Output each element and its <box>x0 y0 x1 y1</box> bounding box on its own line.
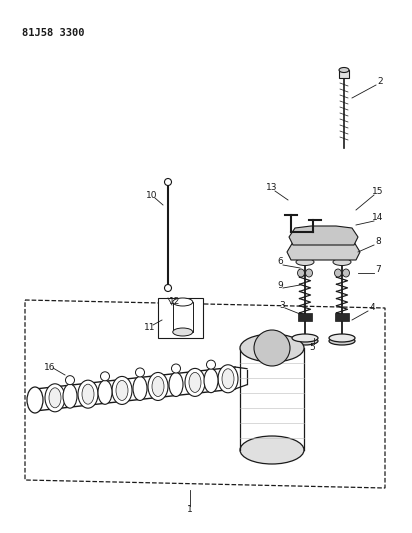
Text: 10: 10 <box>146 190 158 199</box>
Text: 3: 3 <box>279 301 285 310</box>
Ellipse shape <box>342 269 349 277</box>
Ellipse shape <box>292 337 318 345</box>
Ellipse shape <box>206 360 215 369</box>
Ellipse shape <box>66 376 75 385</box>
Text: 81J58 3300: 81J58 3300 <box>22 28 84 38</box>
Ellipse shape <box>329 334 355 342</box>
Ellipse shape <box>329 337 355 345</box>
Text: 2: 2 <box>377 77 383 86</box>
Circle shape <box>164 179 171 185</box>
Ellipse shape <box>45 384 65 412</box>
Bar <box>158 298 203 338</box>
Ellipse shape <box>335 251 349 257</box>
Ellipse shape <box>292 334 318 342</box>
Ellipse shape <box>306 269 312 277</box>
Text: 13: 13 <box>266 183 278 192</box>
Ellipse shape <box>116 381 128 400</box>
Ellipse shape <box>296 259 314 265</box>
Ellipse shape <box>171 364 180 373</box>
Text: 12: 12 <box>169 297 181 306</box>
Ellipse shape <box>222 369 234 389</box>
Bar <box>173 302 193 332</box>
Ellipse shape <box>133 376 147 400</box>
Text: 4: 4 <box>369 303 375 312</box>
Text: 7: 7 <box>375 265 381 274</box>
Ellipse shape <box>98 381 112 405</box>
Ellipse shape <box>173 328 193 336</box>
Ellipse shape <box>204 369 218 393</box>
Text: 14: 14 <box>372 214 384 222</box>
Polygon shape <box>287 239 360 260</box>
Ellipse shape <box>152 376 164 397</box>
Bar <box>335 313 349 321</box>
Ellipse shape <box>49 388 61 408</box>
Ellipse shape <box>148 373 168 400</box>
Polygon shape <box>289 226 358 245</box>
Ellipse shape <box>27 387 43 413</box>
Ellipse shape <box>78 380 98 408</box>
Text: 8: 8 <box>375 238 381 246</box>
Bar <box>298 313 312 321</box>
Circle shape <box>164 285 171 292</box>
Text: 9: 9 <box>277 280 283 289</box>
Ellipse shape <box>169 373 183 397</box>
Ellipse shape <box>189 373 201 392</box>
Ellipse shape <box>298 251 312 257</box>
Text: 15: 15 <box>372 188 384 197</box>
Ellipse shape <box>339 68 349 72</box>
Bar <box>339 70 349 78</box>
Ellipse shape <box>63 384 77 408</box>
Ellipse shape <box>333 259 351 265</box>
Ellipse shape <box>136 368 145 377</box>
Ellipse shape <box>240 334 304 362</box>
Ellipse shape <box>185 368 205 397</box>
Ellipse shape <box>112 376 132 405</box>
Text: 16: 16 <box>44 364 56 373</box>
Ellipse shape <box>82 384 94 404</box>
Ellipse shape <box>173 298 193 306</box>
Ellipse shape <box>240 436 304 464</box>
Ellipse shape <box>101 372 110 381</box>
Text: 1: 1 <box>187 505 193 514</box>
Ellipse shape <box>297 269 304 277</box>
Text: 5: 5 <box>309 343 315 352</box>
Text: 6: 6 <box>277 257 283 266</box>
Ellipse shape <box>218 365 238 393</box>
Ellipse shape <box>335 269 342 277</box>
Circle shape <box>254 330 290 366</box>
Text: 11: 11 <box>144 324 156 333</box>
